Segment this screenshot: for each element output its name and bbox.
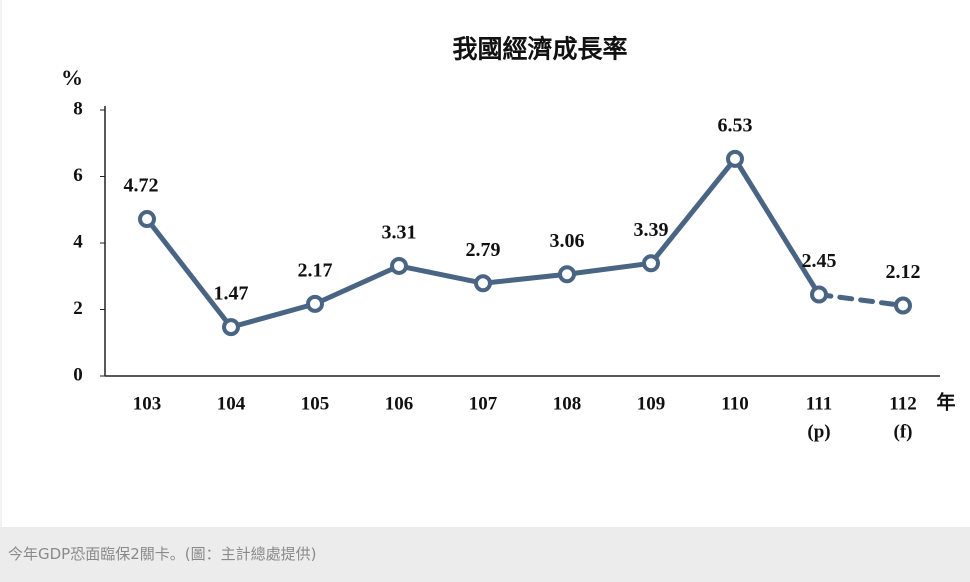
line-segment — [396, 263, 486, 286]
data-label: 2.17 — [298, 259, 333, 281]
line-segment — [144, 216, 234, 330]
data-label: 6.53 — [718, 114, 753, 136]
x-tick-label: 112 — [889, 393, 916, 414]
data-label: 4.72 — [124, 175, 159, 197]
line-segment — [564, 260, 654, 277]
y-tick-label: 2 — [73, 298, 83, 319]
point — [306, 294, 324, 313]
point — [558, 265, 576, 284]
x-tick-note: (f) — [894, 421, 913, 442]
caption: 今年GDP恐面臨保2關卡。(圖：主計總處提供) — [0, 527, 970, 582]
x-tick-label: 103 — [133, 393, 162, 414]
line-segment — [732, 156, 822, 298]
line-segment — [480, 271, 570, 286]
y-tick-label: 8 — [73, 98, 83, 119]
data-label: 1.47 — [214, 283, 249, 305]
x-tick-label: 109 — [637, 393, 666, 414]
x-tick-label: 106 — [385, 393, 414, 414]
chart: 我國經濟成長率 % 年 0 2 4 6 8 103 104 105 106 107 108 109 11… — [0, 0, 970, 527]
y-axis-label: % — [61, 65, 83, 90]
x-axis-label: 年 — [936, 390, 955, 413]
x-tick-label: 108 — [553, 393, 582, 414]
point — [390, 256, 408, 275]
data-label: 3.31 — [382, 222, 417, 244]
line-segment — [816, 292, 906, 309]
x-tick-label: 107 — [469, 393, 498, 414]
point — [642, 254, 660, 273]
data-label: 2.45 — [802, 250, 837, 272]
point — [810, 285, 828, 304]
data-label: 3.06 — [550, 230, 585, 252]
line-segment — [648, 156, 738, 266]
x-tick-label: 105 — [301, 393, 330, 414]
chart-title: 我國經濟成長率 — [452, 35, 627, 64]
x-tick-label: 104 — [217, 393, 246, 414]
data-label: 2.79 — [466, 239, 501, 261]
point — [474, 274, 492, 293]
x-tick-label: 110 — [721, 393, 748, 414]
y-tick-label: 4 — [73, 231, 83, 252]
y-tick-label: 0 — [73, 364, 83, 385]
x-tick-label: 111 — [806, 393, 832, 414]
point — [138, 210, 156, 229]
point — [894, 296, 912, 315]
point — [222, 318, 240, 337]
line-segment — [312, 263, 402, 307]
x-tick-note: (p) — [807, 421, 830, 442]
data-label: 2.12 — [886, 261, 921, 283]
y-tick-label: 6 — [73, 165, 83, 186]
data-label: 3.39 — [634, 219, 669, 241]
chart-background — [0, 0, 970, 527]
point — [726, 149, 744, 168]
line-segment — [228, 301, 318, 330]
